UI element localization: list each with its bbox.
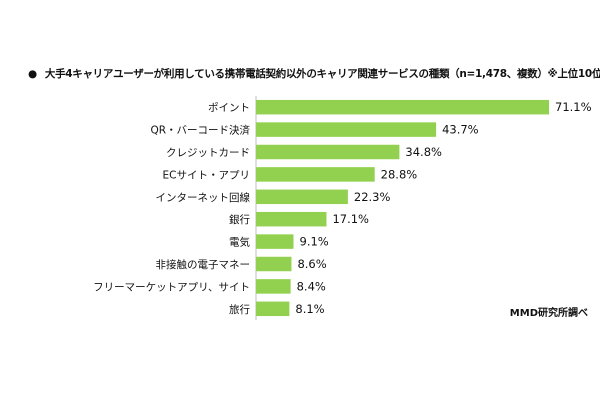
bar bbox=[256, 144, 400, 160]
data-label: 17.1% bbox=[332, 212, 369, 226]
source-note: MMD研究所調べ bbox=[509, 308, 588, 319]
category-label: ポイント bbox=[208, 102, 250, 114]
bar bbox=[256, 279, 291, 294]
category-label: 旅行 bbox=[229, 303, 250, 316]
category-label: QR・バーコード決済 bbox=[150, 124, 250, 137]
data-label: 22.3% bbox=[354, 190, 391, 204]
category-label: 電気 bbox=[229, 236, 250, 249]
bar bbox=[256, 167, 375, 182]
bar bbox=[256, 99, 549, 115]
data-label: 28.8% bbox=[381, 167, 418, 181]
data-label: 9.1% bbox=[300, 235, 329, 249]
category-label: 銀行 bbox=[229, 213, 250, 226]
category-label: フリーマーケットアプリ、サイト bbox=[93, 281, 250, 293]
category-label: ECサイト・アプリ bbox=[163, 169, 250, 181]
chart-title: ● 大手4キャリアユーザーが利用している携帯電話契約以外のキャリア関連サービスの種… bbox=[28, 66, 600, 81]
bar bbox=[256, 256, 292, 272]
data-label: 8.6% bbox=[297, 257, 326, 271]
chart-title-text: 大手4キャリアユーザーが利用している携帯電話契約以外のキャリア関連サービスの種類… bbox=[44, 68, 600, 80]
bar bbox=[256, 301, 290, 317]
bar bbox=[256, 189, 348, 205]
bar bbox=[256, 211, 327, 227]
data-label: 34.8% bbox=[405, 145, 442, 159]
category-label: 非接触の電子マネー bbox=[156, 258, 251, 271]
data-label: 8.4% bbox=[297, 279, 326, 293]
data-label: 43.7% bbox=[442, 123, 479, 137]
data-label: 71.1% bbox=[555, 100, 592, 114]
data-label: 8.1% bbox=[295, 302, 324, 316]
bullet-icon: ● bbox=[28, 68, 37, 80]
category-label: クレジットカード bbox=[166, 147, 250, 159]
category-label: インターネット回線 bbox=[156, 191, 251, 204]
bar bbox=[256, 234, 294, 249]
bar bbox=[256, 122, 437, 137]
